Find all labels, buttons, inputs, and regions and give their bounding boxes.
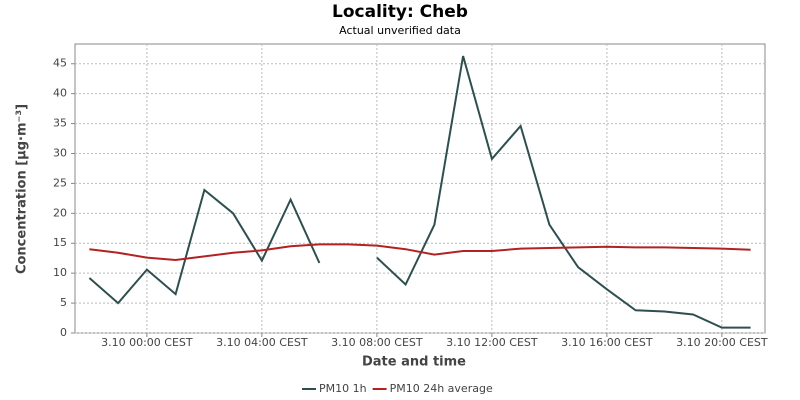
legend-label: PM10 1h bbox=[319, 382, 367, 395]
plot-frame bbox=[74, 43, 766, 334]
y-tick-label: 15 bbox=[53, 236, 67, 249]
y-tick-label: 5 bbox=[60, 296, 67, 309]
y-tick-label: 35 bbox=[53, 117, 67, 130]
y-tick-label: 40 bbox=[53, 87, 67, 100]
y-tick-label: 45 bbox=[53, 57, 67, 70]
line-series bbox=[88, 55, 751, 329]
x-tick-label: 3.10 08:00 CEST bbox=[331, 336, 423, 349]
x-tick-label: 3.10 16:00 CEST bbox=[561, 336, 653, 349]
y-tick-label: 30 bbox=[53, 146, 67, 159]
y-tick-label: 20 bbox=[53, 206, 67, 219]
y-tick-label: 0 bbox=[60, 326, 67, 339]
x-tick-label: 3.10 12:00 CEST bbox=[446, 336, 538, 349]
x-tick-label: 3.10 04:00 CEST bbox=[216, 336, 308, 349]
legend-label: PM10 24h average bbox=[390, 382, 493, 395]
x-tick-label: 3.10 00:00 CEST bbox=[101, 336, 193, 349]
y-tick-label: 10 bbox=[53, 266, 67, 279]
y-tick-label: 25 bbox=[53, 176, 67, 189]
x-tick-label: 3.10 20:00 CEST bbox=[676, 336, 768, 349]
chart-title: Locality: Cheb bbox=[332, 2, 468, 22]
line-series bbox=[89, 243, 751, 262]
chart-subtitle: Actual unverified data bbox=[339, 24, 461, 37]
y-axis-label: Concentration [µg·m⁻³] bbox=[15, 104, 30, 274]
x-axis-label: Date and time bbox=[362, 355, 466, 370]
